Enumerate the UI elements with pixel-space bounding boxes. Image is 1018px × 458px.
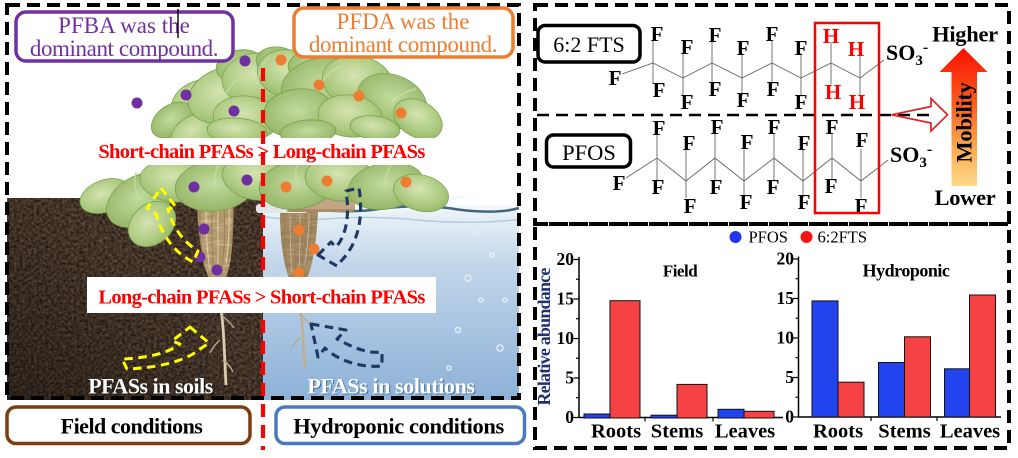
svg-text:F: F <box>653 116 666 140</box>
svg-text:F: F <box>767 175 780 199</box>
svg-text:5: 5 <box>565 368 574 388</box>
svg-text:Hydroponic: Hydroponic <box>863 261 950 281</box>
svg-text:F: F <box>795 36 808 60</box>
svg-text:F: F <box>737 36 750 60</box>
svg-text:H: H <box>825 80 841 104</box>
svg-text:F: F <box>795 90 808 114</box>
svg-text:20: 20 <box>557 249 575 269</box>
svg-text:0: 0 <box>565 407 574 427</box>
svg-text:15: 15 <box>777 288 795 308</box>
svg-text:5: 5 <box>785 367 794 387</box>
svg-text:F: F <box>855 194 868 218</box>
svg-text:F: F <box>737 88 750 112</box>
svg-text:H: H <box>848 37 864 61</box>
svg-text:F: F <box>711 115 724 139</box>
svg-text:PFASs in soils: PFASs in soils <box>89 375 215 400</box>
svg-text:F: F <box>826 115 839 139</box>
svg-text:F: F <box>740 190 753 214</box>
svg-text:Lower: Lower <box>935 185 996 210</box>
svg-text:F: F <box>856 128 869 152</box>
svg-text:F: F <box>651 22 664 46</box>
svg-text:F: F <box>681 35 694 59</box>
svg-text:Hydroponic conditions: Hydroponic conditions <box>293 414 504 439</box>
svg-text:Stems: Stems <box>878 421 930 443</box>
svg-text:PFBA was the: PFBA was the <box>58 13 190 38</box>
svg-text:10: 10 <box>777 328 795 348</box>
svg-text:F: F <box>683 131 696 155</box>
svg-text:F: F <box>798 190 811 214</box>
svg-text:F: F <box>653 78 666 102</box>
svg-text:Leaves: Leaves <box>715 421 775 443</box>
svg-text:PFOS: PFOS <box>749 228 788 247</box>
svg-text:F: F <box>766 22 779 46</box>
svg-text:6:2 FTS: 6:2 FTS <box>553 32 625 57</box>
svg-text:PFASs in solutions: PFASs in solutions <box>309 375 477 400</box>
svg-text:Higher: Higher <box>932 22 998 47</box>
svg-text:F: F <box>798 131 811 155</box>
svg-text:PFASs in soils: PFASs in soils <box>88 374 214 399</box>
svg-text:F: F <box>681 90 694 114</box>
svg-text:Mobility: Mobility <box>952 81 977 162</box>
svg-text:0: 0 <box>785 407 794 427</box>
svg-text:Leaves: Leaves <box>940 421 1000 443</box>
svg-text:dominant compound.: dominant compound. <box>309 32 497 57</box>
svg-text:F: F <box>609 66 622 90</box>
svg-text:PFDA was the: PFDA was the <box>337 9 470 34</box>
svg-text:Field conditions: Field conditions <box>61 414 204 439</box>
svg-text:6:2FTS: 6:2FTS <box>818 228 868 247</box>
svg-text:H: H <box>849 90 865 114</box>
svg-text:15: 15 <box>557 289 575 309</box>
svg-text:Roots: Roots <box>813 421 863 443</box>
svg-text:F: F <box>613 171 626 195</box>
svg-text:F: F <box>709 77 722 101</box>
svg-text:F: F <box>684 194 697 218</box>
svg-text:F: F <box>709 23 722 47</box>
svg-text:10: 10 <box>557 328 575 348</box>
svg-text:F: F <box>652 175 665 199</box>
svg-text:dominant compound.: dominant compound. <box>30 36 218 61</box>
svg-text:F: F <box>741 130 754 154</box>
svg-text:F: F <box>710 175 723 199</box>
svg-text:F: F <box>825 174 838 198</box>
svg-text:Roots: Roots <box>591 421 641 443</box>
svg-text:Stems: Stems <box>651 421 703 443</box>
svg-text:20: 20 <box>777 249 795 269</box>
svg-text:F: F <box>768 115 781 139</box>
svg-text:PFOS: PFOS <box>562 140 616 165</box>
svg-text:Relative abundance: Relative abundance <box>534 268 554 406</box>
svg-text:Field: Field <box>663 262 698 281</box>
svg-text:PFASs in solutions: PFASs in solutions <box>307 374 475 399</box>
svg-text:H: H <box>823 24 839 48</box>
svg-text:Long-chain PFASs > Short-chain: Long-chain PFASs > Short-chain PFASs <box>98 287 425 309</box>
svg-text:F: F <box>767 77 780 101</box>
